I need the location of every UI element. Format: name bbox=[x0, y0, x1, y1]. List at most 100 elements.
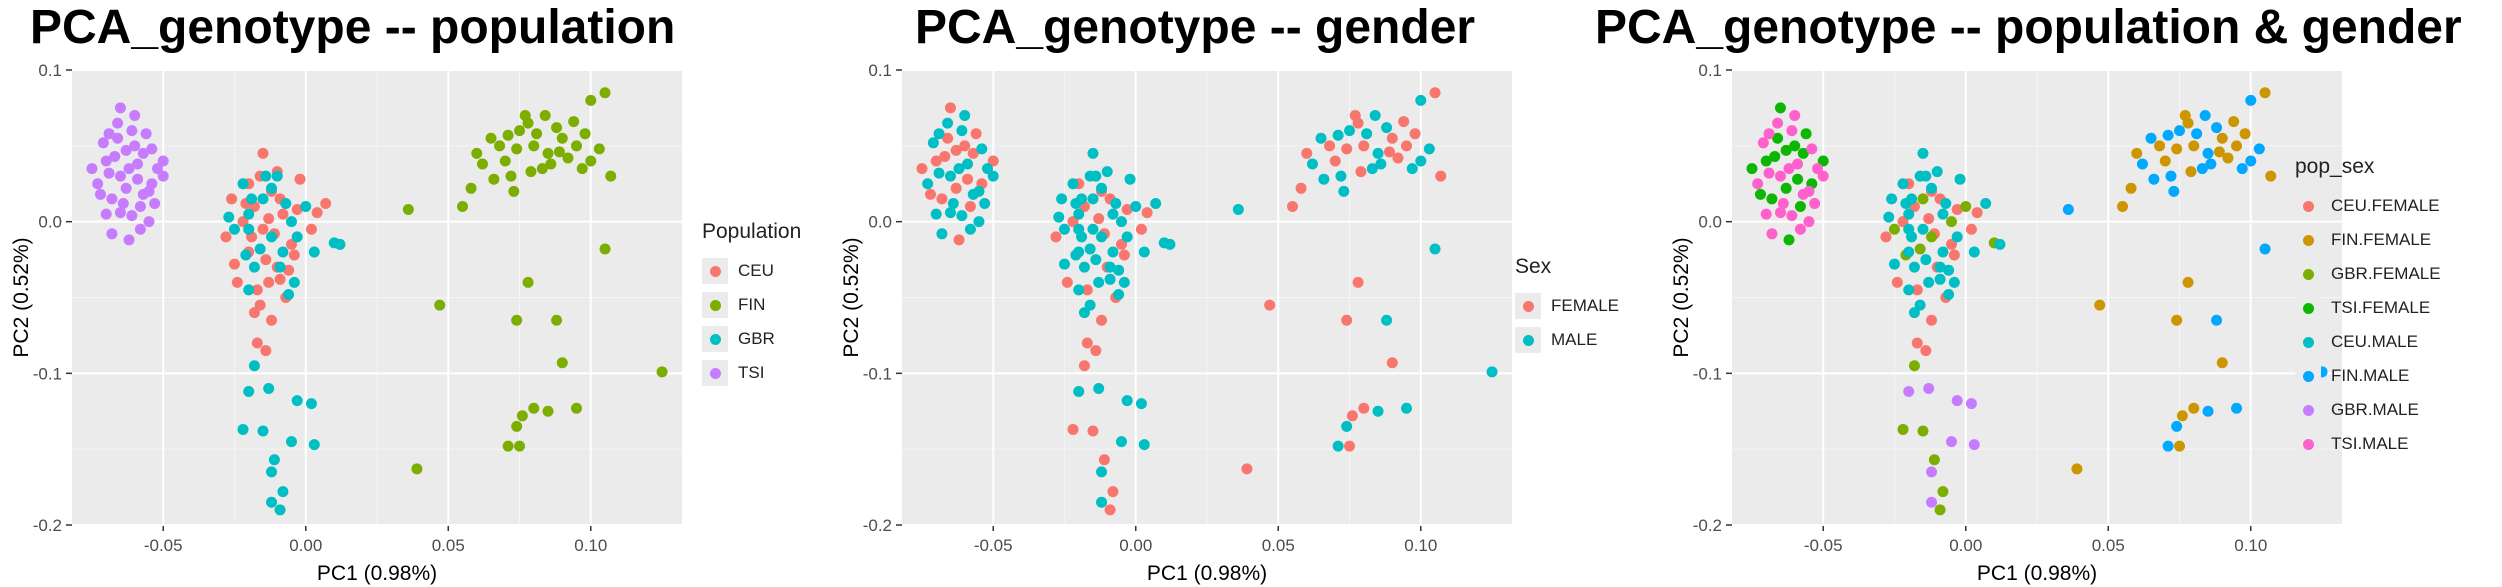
data-point-ceu-male bbox=[1940, 197, 1952, 209]
data-point-fin-female bbox=[2131, 147, 2143, 159]
data-point-male bbox=[1073, 208, 1085, 220]
data-point-male bbox=[1058, 258, 1070, 270]
data-point-male bbox=[1372, 147, 1384, 159]
data-point-male bbox=[964, 223, 976, 235]
legend-item-gbr-female: GBR.FEMALE bbox=[2295, 257, 2441, 291]
data-point-gbr bbox=[263, 383, 275, 394]
y-tick-label: 0.1 bbox=[1698, 61, 1722, 80]
data-point-fin-female bbox=[2171, 314, 2183, 326]
data-point-ceu-male bbox=[1886, 193, 1898, 205]
legend-item-tsi-female: TSI.FEMALE bbox=[2295, 291, 2441, 325]
data-point-gbr-female bbox=[1960, 201, 1972, 212]
data-point-male bbox=[1093, 383, 1105, 394]
data-point-fin bbox=[499, 155, 511, 167]
legend-label: MALE bbox=[1551, 330, 1598, 349]
data-point-tsi-female bbox=[1769, 150, 1781, 162]
legend-key bbox=[702, 360, 728, 386]
data-point-male bbox=[1090, 254, 1102, 266]
data-point-gbr bbox=[285, 216, 297, 228]
data-point-female bbox=[1324, 140, 1336, 152]
data-point-tsi bbox=[126, 210, 138, 222]
y-axis-label: PC2 (0.52%) bbox=[10, 237, 33, 357]
data-point-gbr bbox=[280, 197, 292, 209]
data-point-ceu-male bbox=[1954, 173, 1966, 185]
data-point-gbr-male bbox=[1965, 398, 1977, 410]
data-point-gbr-male bbox=[1926, 496, 1938, 508]
data-point-male bbox=[1096, 466, 1108, 478]
data-point-female bbox=[1090, 345, 1102, 357]
chart-panel-population: PCA_genotype -- population -0.05 0.00 0.05… bbox=[0, 0, 830, 587]
data-point-fin bbox=[471, 147, 483, 159]
data-point-female bbox=[1435, 170, 1447, 182]
data-point-male bbox=[1096, 231, 1108, 243]
data-point-fin bbox=[514, 125, 526, 137]
data-point-fin bbox=[568, 116, 580, 128]
data-point-ceu-female bbox=[1880, 231, 1892, 243]
legend-swatch bbox=[710, 334, 721, 345]
data-point-fin-male bbox=[2211, 314, 2223, 326]
data-point-female bbox=[916, 163, 928, 175]
data-point-gbr bbox=[285, 436, 297, 448]
data-point-male bbox=[959, 110, 971, 121]
data-point-tsi-male bbox=[1786, 125, 1798, 137]
legend-swatch bbox=[2303, 337, 2314, 348]
data-point-male bbox=[1078, 261, 1090, 273]
data-point-gbr bbox=[260, 170, 272, 182]
data-point-male bbox=[1067, 178, 1079, 190]
legend-key bbox=[702, 258, 728, 284]
legend-key bbox=[1515, 327, 1541, 353]
legend-key bbox=[702, 326, 728, 352]
x-tick-label: 0.00 bbox=[1119, 536, 1152, 555]
x-tick-label: 0.10 bbox=[574, 536, 607, 555]
data-point-fin-female bbox=[2216, 132, 2228, 144]
data-point-tsi-male bbox=[1774, 207, 1786, 219]
legend-swatch bbox=[2303, 405, 2314, 416]
legend-swatch bbox=[710, 368, 721, 379]
data-point-ceu bbox=[263, 213, 275, 225]
data-point-gbr bbox=[243, 386, 255, 398]
data-point-fin bbox=[511, 314, 523, 326]
legend-swatch bbox=[2303, 439, 2314, 450]
data-point-ceu-male bbox=[1937, 246, 1949, 258]
data-point-female bbox=[1264, 299, 1276, 311]
data-point-ceu bbox=[248, 307, 260, 319]
data-point-female bbox=[987, 155, 999, 167]
data-point-fin-male bbox=[2245, 94, 2257, 106]
data-point-gbr bbox=[288, 276, 300, 288]
data-point-fin-male bbox=[2211, 122, 2223, 134]
legend-item-fin: FIN bbox=[702, 288, 801, 322]
data-point-ceu bbox=[260, 345, 272, 357]
legend-key bbox=[702, 292, 728, 318]
chart-title: PCA_genotype -- gender bbox=[915, 1, 1476, 54]
data-point-ceu bbox=[251, 337, 263, 349]
data-point-ceu-female bbox=[1965, 223, 1977, 235]
data-point-ceu bbox=[266, 314, 278, 326]
data-point-ceu bbox=[251, 284, 263, 296]
data-point-tsi bbox=[103, 167, 115, 179]
data-point-male bbox=[1372, 405, 1384, 417]
data-point-tsi bbox=[149, 197, 161, 209]
data-point-male bbox=[1101, 166, 1113, 178]
data-point-fin-male bbox=[2253, 143, 2265, 155]
data-point-fin bbox=[519, 110, 531, 121]
data-point-ceu bbox=[257, 223, 269, 235]
data-point-gbr bbox=[248, 360, 260, 372]
data-point-tsi bbox=[123, 163, 135, 175]
legend-swatch bbox=[1523, 335, 1534, 346]
legend-swatch bbox=[1523, 301, 1534, 312]
legend-label: CEU.FEMALE bbox=[2331, 196, 2440, 215]
legend-item-ceu: CEU bbox=[702, 254, 801, 288]
legend-key bbox=[2295, 363, 2321, 389]
data-point-female bbox=[1358, 402, 1370, 414]
data-point-gbr-female bbox=[1897, 423, 1909, 435]
data-point-male bbox=[1401, 402, 1413, 414]
data-point-tsi-male bbox=[1803, 216, 1815, 228]
data-point-tsi-male bbox=[1757, 137, 1769, 149]
data-point-fin-male bbox=[2259, 243, 2271, 255]
legend-label: TSI.FEMALE bbox=[2331, 298, 2431, 317]
data-point-fin-male bbox=[2062, 204, 2074, 216]
data-point-fin-female bbox=[2094, 299, 2106, 311]
data-point-fin bbox=[656, 366, 668, 378]
data-point-male bbox=[1124, 173, 1136, 185]
data-point-tsi bbox=[106, 228, 118, 240]
